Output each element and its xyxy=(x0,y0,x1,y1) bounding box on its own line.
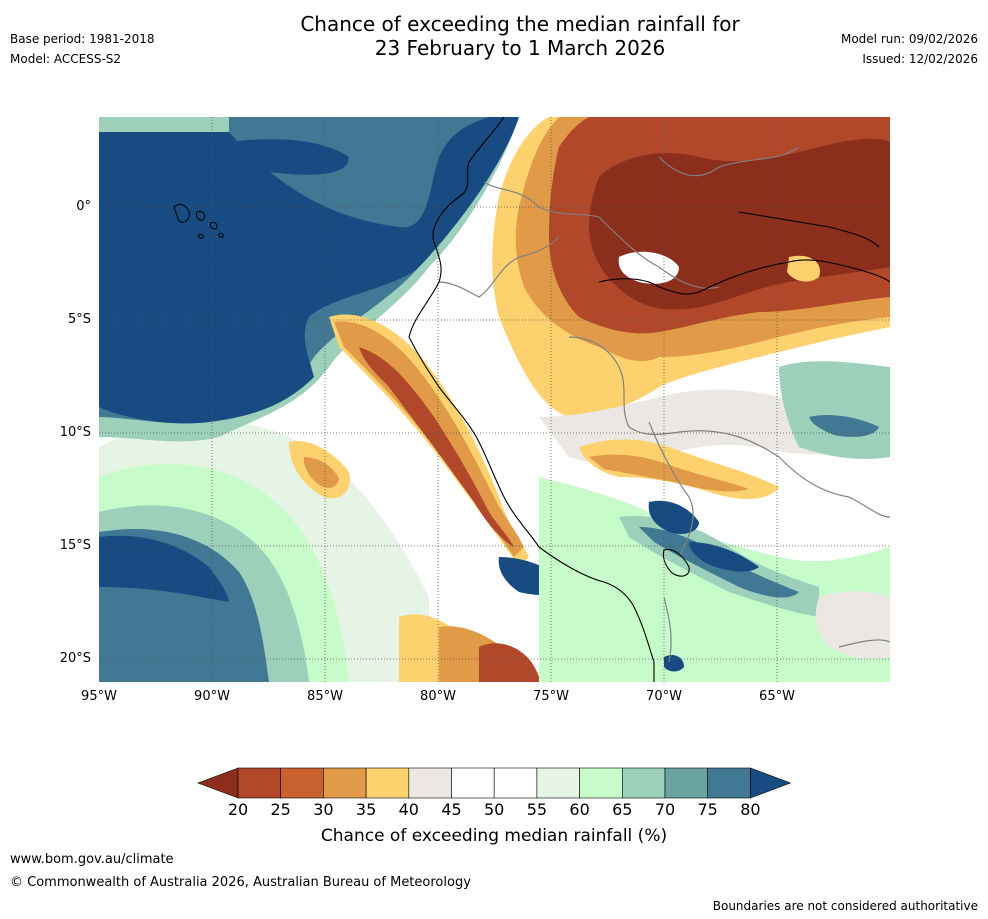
region-dark-blue-sw xyxy=(99,535,229,602)
lake-titicaca xyxy=(662,548,690,577)
colorbar-tick-label: 65 xyxy=(612,800,633,819)
colorbar-swatch xyxy=(664,767,709,799)
country-boundaries xyxy=(438,146,890,663)
region-grey-se xyxy=(815,591,890,659)
region-orange-south-3 xyxy=(479,643,539,682)
region-white-spot-north xyxy=(618,251,679,284)
lon-tick-85w: 85°W xyxy=(307,689,343,704)
rainfall-map xyxy=(99,117,890,682)
river-amazon xyxy=(598,259,890,295)
border-peru-brazil xyxy=(568,336,680,435)
colorbar-swatch xyxy=(323,767,367,799)
island-santa-cruz xyxy=(196,211,206,221)
region-dark-blue-nw xyxy=(99,117,519,424)
colorbar-tick-label: 30 xyxy=(313,800,334,819)
colorbar-swatch xyxy=(493,767,538,799)
colorbar-swatch xyxy=(365,767,410,799)
colorbar-tick-label: 50 xyxy=(484,800,505,819)
coastlines xyxy=(408,117,890,682)
title-line-1: Chance of exceeding the median rainfall … xyxy=(300,12,740,36)
lat-tick-20s: 20°S xyxy=(59,651,91,666)
right-metadata: Model run: 09/02/2026 Issued: 12/02/2026 xyxy=(841,31,978,67)
boundary-disclaimer: Boundaries are not considered authoritat… xyxy=(712,899,978,913)
region-blue-east xyxy=(809,415,879,437)
colorbar-swatch xyxy=(451,767,495,799)
left-metadata: Base period: 1981-2018 Model: ACCESS-S2 xyxy=(10,31,155,67)
map-title: Chance of exceeding the median rainfall … xyxy=(0,12,988,60)
region-orange-blob-west-core xyxy=(303,457,339,488)
colorbar-tick-label: 70 xyxy=(654,800,676,819)
coast-colombia-pacific xyxy=(432,117,505,283)
island-isabela xyxy=(173,204,190,223)
colorbar xyxy=(197,767,792,799)
lon-tick-75w: 75°W xyxy=(533,689,569,704)
colorbar-swatch xyxy=(408,767,452,799)
colorbar-tick-label: 75 xyxy=(697,800,718,819)
border-colombia-brazil xyxy=(598,216,720,289)
colorbar-swatch xyxy=(536,767,580,799)
border-colombia-venezuela xyxy=(658,146,800,177)
title-line-2: 23 February to 1 March 2026 xyxy=(374,36,666,60)
issued-date: Issued: 12/02/2026 xyxy=(862,52,978,66)
colorbar-tick-label: 60 xyxy=(569,800,590,819)
colorbar-swatch xyxy=(621,767,666,799)
lon-tick-80w: 80°W xyxy=(420,689,456,704)
colorbar-swatches xyxy=(197,767,792,799)
colorbar-tick-label: 25 xyxy=(270,800,291,819)
copyright-text: © Commonwealth of Australia 2026, Austra… xyxy=(10,875,471,890)
lat-tick-10s: 10°S xyxy=(59,425,91,440)
island-small-2 xyxy=(218,232,224,238)
website-link[interactable]: www.bom.gov.au/climate xyxy=(10,852,174,867)
colorbar-tick-label: 35 xyxy=(355,800,377,819)
colorbar-tick-label: 40 xyxy=(398,800,419,819)
model-name: Model: ACCESS-S2 xyxy=(10,52,122,66)
colorbar-swatch xyxy=(237,767,282,799)
lon-tick-65w: 65°W xyxy=(759,689,795,704)
region-dark-blue-se-2 xyxy=(689,542,759,572)
galapagos-islands xyxy=(173,204,224,239)
lon-tick-95w: 95°W xyxy=(81,689,117,704)
region-dark-blue-se xyxy=(648,500,699,534)
model-run: Model run: 09/02/2026 xyxy=(840,32,978,46)
island-small-1 xyxy=(198,233,204,239)
region-teal-patch-top xyxy=(99,117,229,132)
border-colombia-ecuador xyxy=(483,181,600,218)
lon-tick-70w: 70°W xyxy=(646,689,682,704)
base-period: Base period: 1981-2018 xyxy=(10,32,155,46)
colorbar-swatch xyxy=(579,767,623,799)
border-bolivia-paraguay xyxy=(838,639,890,648)
colorbar-extend-high xyxy=(750,767,792,799)
region-light-orange-spot-north xyxy=(787,255,820,282)
lon-tick-90w: 90°W xyxy=(194,689,230,704)
border-ecuador-peru xyxy=(438,236,560,298)
border-peru-bolivia xyxy=(648,421,694,558)
colorbar-tick-label: 20 xyxy=(227,800,249,819)
island-san-cristobal xyxy=(209,222,218,230)
region-blue-patch-top-right xyxy=(229,139,349,175)
river-solimoes xyxy=(738,211,880,248)
colorbar-tick-label: 80 xyxy=(740,800,761,819)
colorbar-swatch xyxy=(707,767,751,799)
coast-ecuador-peru xyxy=(408,281,655,682)
lat-tick-15s: 15°S xyxy=(59,538,91,553)
region-orange-band-south-core xyxy=(589,454,749,492)
colorbar-extend-low xyxy=(197,767,239,799)
lat-tick-0: 0° xyxy=(76,199,91,214)
colorbar-swatch xyxy=(280,767,324,799)
colorbar-tick-label: 55 xyxy=(526,800,548,819)
lat-tick-5s: 5°S xyxy=(67,312,91,327)
border-bolivia-chile xyxy=(663,596,672,663)
graticule xyxy=(99,117,890,682)
region-brown-streak xyxy=(359,347,514,547)
border-bolivia-brazil xyxy=(678,430,890,518)
colorbar-label: Chance of exceeding median rainfall (%) xyxy=(320,826,668,846)
colorbar-tick-label: 45 xyxy=(441,800,462,819)
